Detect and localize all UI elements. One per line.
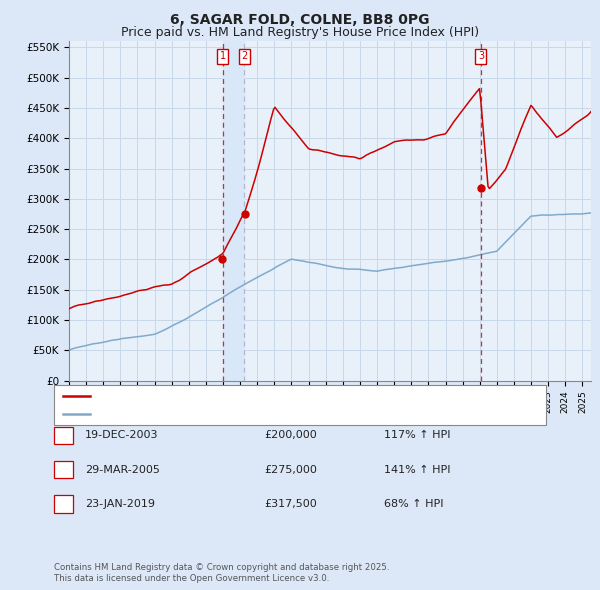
Text: 29-MAR-2005: 29-MAR-2005 — [85, 465, 160, 474]
Text: Contains HM Land Registry data © Crown copyright and database right 2025.
This d: Contains HM Land Registry data © Crown c… — [54, 563, 389, 583]
Text: 6, SAGAR FOLD, COLNE, BB8 0PG (detached house): 6, SAGAR FOLD, COLNE, BB8 0PG (detached … — [97, 391, 367, 401]
Text: 68% ↑ HPI: 68% ↑ HPI — [384, 499, 443, 509]
Text: £200,000: £200,000 — [264, 431, 317, 440]
Text: 1: 1 — [220, 51, 226, 61]
Text: 3: 3 — [478, 51, 484, 61]
Text: 3: 3 — [60, 499, 67, 509]
Text: HPI: Average price, detached house, Pendle: HPI: Average price, detached house, Pend… — [97, 408, 325, 418]
Bar — [223, 41, 244, 381]
Text: 2: 2 — [241, 51, 247, 61]
Text: 141% ↑ HPI: 141% ↑ HPI — [384, 465, 451, 474]
Text: £317,500: £317,500 — [264, 499, 317, 509]
Text: 23-JAN-2019: 23-JAN-2019 — [85, 499, 155, 509]
Text: £275,000: £275,000 — [264, 465, 317, 474]
Text: 19-DEC-2003: 19-DEC-2003 — [85, 431, 158, 440]
Text: Price paid vs. HM Land Registry's House Price Index (HPI): Price paid vs. HM Land Registry's House … — [121, 26, 479, 39]
Text: 6, SAGAR FOLD, COLNE, BB8 0PG: 6, SAGAR FOLD, COLNE, BB8 0PG — [170, 13, 430, 27]
Text: 2: 2 — [60, 465, 67, 474]
Text: 117% ↑ HPI: 117% ↑ HPI — [384, 431, 451, 440]
Text: 1: 1 — [60, 431, 67, 440]
